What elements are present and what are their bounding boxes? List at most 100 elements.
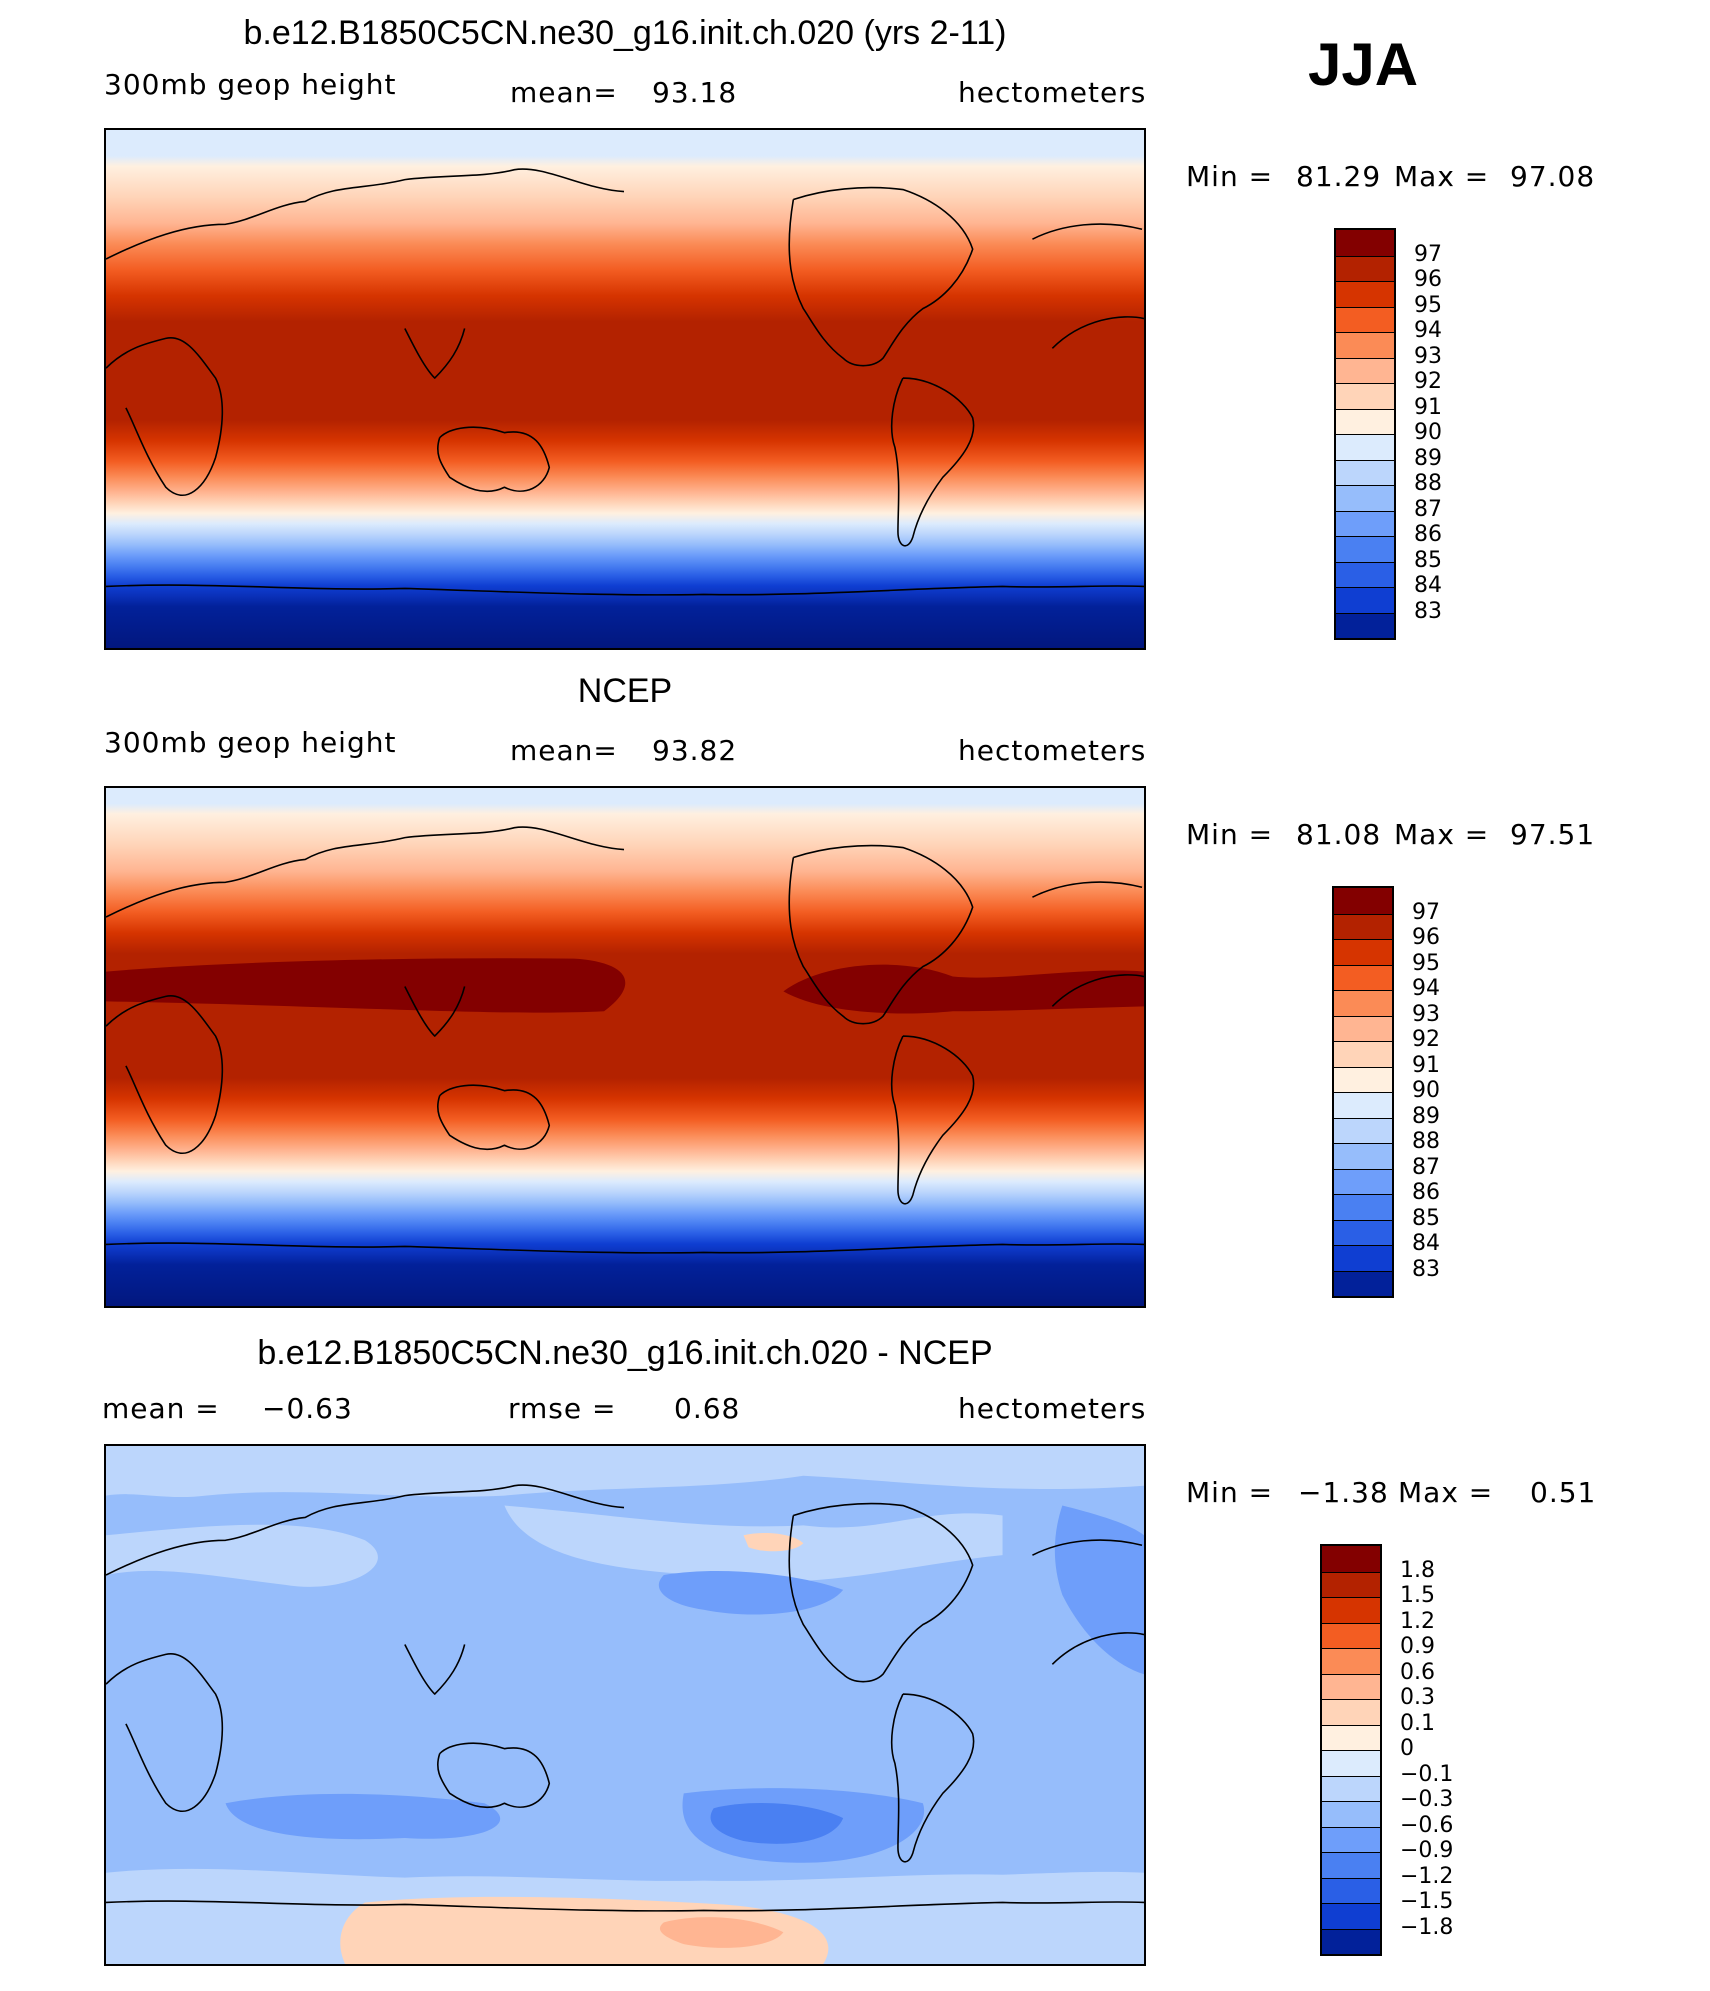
colorbar-swatch	[1322, 1724, 1380, 1750]
colorbar-tick-label: 90	[1414, 420, 1442, 445]
panel-2-title: NCEP	[577, 672, 673, 710]
colorbar-swatch	[1322, 1750, 1380, 1776]
panel-2-max-label: Max =	[1394, 818, 1490, 851]
panel-2-mean-value: 93.82	[652, 734, 738, 767]
colorbar-swatch	[1334, 1066, 1392, 1092]
colorbar-tick-label: −0.1	[1400, 1761, 1454, 1787]
panel-3-rmse-label: rmse =	[508, 1392, 617, 1425]
colorbar-tick-label: 86	[1414, 522, 1442, 547]
colorbar-tick-label: 96	[1414, 267, 1442, 292]
colorbar-swatch	[1336, 459, 1394, 485]
panel-2-units: hectometers	[958, 734, 1147, 767]
colorbar-swatch	[1336, 230, 1394, 256]
colorbar-tick-label: 0	[1400, 1736, 1414, 1761]
colorbar-tick-label: 1.2	[1400, 1608, 1435, 1634]
colorbar-swatch	[1334, 1117, 1392, 1143]
colorbar-tick-label: −1.5	[1400, 1889, 1454, 1914]
panel-1-max-value: 97.08	[1510, 160, 1596, 193]
colorbar-swatch	[1336, 612, 1394, 638]
colorbar-swatch	[1322, 1775, 1380, 1801]
colorbar-swatch	[1336, 357, 1394, 383]
colorbar-tick-label: 83	[1412, 1256, 1440, 1282]
colorbar-swatch	[1336, 306, 1394, 332]
colorbar-swatch	[1322, 1648, 1380, 1674]
panel-2-min-label: Min =	[1186, 818, 1274, 851]
colorbar-swatch	[1336, 434, 1394, 460]
colorbar-tick-label: 0.1	[1400, 1710, 1435, 1736]
colorbar-swatch	[1334, 1270, 1392, 1296]
panel-3-colorbar	[1320, 1544, 1382, 1956]
colorbar-swatch	[1336, 587, 1394, 613]
colorbar-tick-label: 1.8	[1400, 1557, 1435, 1583]
colorbar-tick-label: 93	[1414, 343, 1442, 369]
colorbar-tick-label: 91	[1414, 394, 1442, 420]
colorbar-swatch	[1334, 939, 1392, 965]
colorbar-tick-label: 84	[1414, 573, 1442, 598]
colorbar-tick-label: 83	[1414, 598, 1442, 624]
panel-2-map	[104, 786, 1146, 1308]
colorbar-tick-label: 0.6	[1400, 1659, 1435, 1685]
colorbar-tick-label: 92	[1414, 369, 1442, 394]
colorbar-tick-label: −1.8	[1400, 1914, 1454, 1940]
panel-2-max-value: 97.51	[1510, 818, 1596, 851]
colorbar-swatch	[1322, 1571, 1380, 1597]
panel-2-mean-label: mean=	[510, 734, 618, 767]
panel-3-max-value: 0.51	[1530, 1476, 1597, 1509]
colorbar-tick-label: 95	[1414, 292, 1442, 318]
colorbar-tick-label: 90	[1412, 1078, 1440, 1103]
colorbar-swatch	[1334, 1194, 1392, 1220]
colorbar-tick-label: 92	[1412, 1027, 1440, 1052]
colorbar-swatch	[1336, 332, 1394, 358]
colorbar-tick-label: 85	[1412, 1205, 1440, 1231]
colorbar-tick-label: 88	[1412, 1129, 1440, 1154]
panel-3-title: b.e12.B1850C5CN.ne30_g16.init.ch.020 - N…	[257, 1334, 993, 1372]
colorbar-swatch	[1336, 510, 1394, 536]
panel-3-mean-label: mean =	[102, 1392, 220, 1425]
panel-3-min-value: −1.38	[1298, 1476, 1389, 1509]
colorbar-tick-label: 0.3	[1400, 1685, 1435, 1710]
colorbar-swatch	[1322, 1597, 1380, 1623]
colorbar-swatch	[1322, 1928, 1380, 1954]
panel-3-rmse-value: 0.68	[674, 1392, 741, 1425]
panel-3-units: hectometers	[958, 1392, 1147, 1425]
panel-1-title: b.e12.B1850C5CN.ne30_g16.init.ch.020 (yr…	[243, 14, 1007, 52]
colorbar-tick-label: −0.9	[1400, 1838, 1454, 1863]
colorbar-tick-label: 1.5	[1400, 1583, 1435, 1608]
panel-2-colorbar	[1332, 886, 1394, 1298]
season-label: JJA	[1308, 31, 1419, 98]
colorbar-tick-label: 84	[1412, 1231, 1440, 1256]
colorbar-tick-label: 89	[1414, 445, 1442, 471]
colorbar-tick-label: 87	[1412, 1154, 1440, 1180]
colorbar-swatch	[1336, 383, 1394, 409]
colorbar-swatch	[1322, 1801, 1380, 1827]
colorbar-tick-label: 86	[1412, 1180, 1440, 1205]
panel-3-min-label: Min =	[1186, 1476, 1274, 1509]
colorbar-tick-label: 88	[1414, 471, 1442, 496]
colorbar-swatch	[1334, 1092, 1392, 1118]
panel-1-min-label: Min =	[1186, 160, 1274, 193]
colorbar-swatch	[1336, 485, 1394, 511]
colorbar-swatch	[1334, 1245, 1392, 1271]
colorbar-swatch	[1336, 561, 1394, 587]
colorbar-swatch	[1322, 1852, 1380, 1878]
colorbar-swatch	[1334, 1219, 1392, 1245]
colorbar-tick-label: −0.3	[1400, 1787, 1454, 1812]
colorbar-tick-label: 85	[1414, 547, 1442, 573]
panel-1-min-value: 81.29	[1296, 160, 1382, 193]
colorbar-tick-label: 96	[1412, 925, 1440, 950]
panel-1-units: hectometers	[958, 76, 1147, 109]
colorbar-swatch	[1336, 408, 1394, 434]
colorbar-tick-label: −0.6	[1400, 1812, 1454, 1838]
panel-3-max-label: Max =	[1398, 1476, 1494, 1509]
colorbar-tick-label: 91	[1412, 1052, 1440, 1078]
colorbar-tick-label: 94	[1414, 318, 1442, 343]
colorbar-swatch	[1322, 1826, 1380, 1852]
colorbar-tick-label: 97	[1414, 241, 1442, 267]
colorbar-tick-label: 93	[1412, 1001, 1440, 1027]
colorbar-swatch	[1322, 1622, 1380, 1648]
colorbar-tick-label: 95	[1412, 950, 1440, 976]
colorbar-swatch	[1336, 255, 1394, 281]
colorbar-swatch	[1334, 990, 1392, 1016]
colorbar-swatch	[1334, 964, 1392, 990]
colorbar-swatch	[1336, 536, 1394, 562]
